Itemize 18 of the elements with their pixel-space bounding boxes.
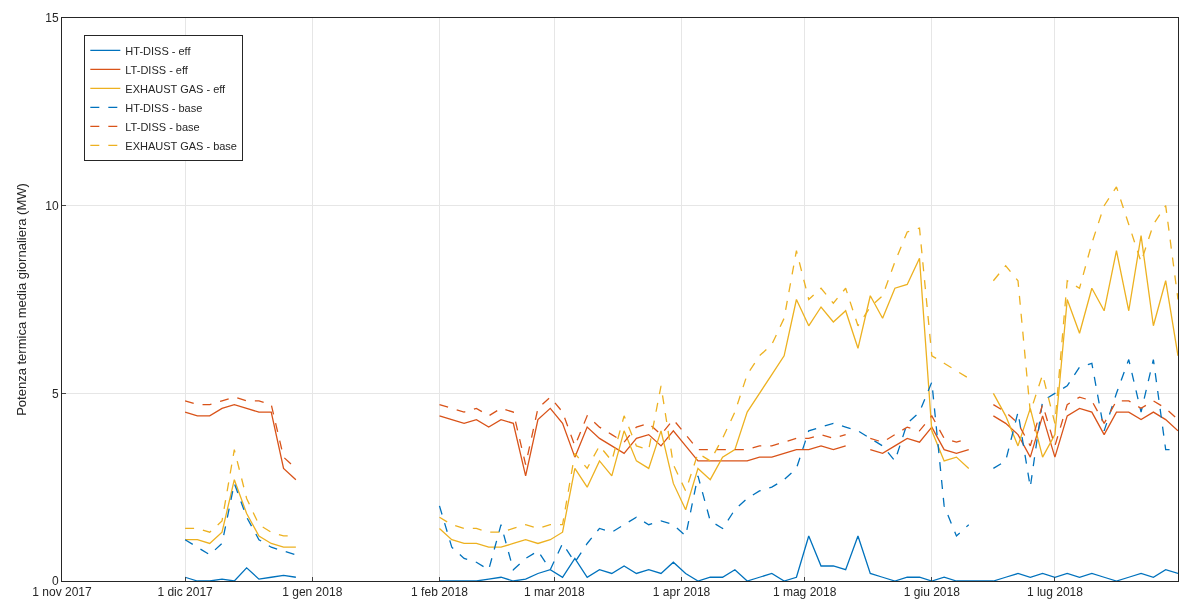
- x-tick-label: 1 mag 2018: [772, 585, 837, 600]
- x-tick-label: 1 gen 2018: [282, 585, 343, 600]
- x-tick-label: 1 mar 2018: [524, 585, 586, 600]
- legend-label: HT-DISS - eff: [125, 44, 192, 57]
- x-tick-label: 1 feb 2018: [411, 585, 469, 600]
- y-tick-label: 15: [45, 11, 59, 26]
- legend-label: EXHAUST GAS - eff: [125, 82, 227, 95]
- y-tick-label: 5: [51, 386, 59, 401]
- x-tick-label: 1 apr 2018: [652, 585, 711, 600]
- x-tick-label: 1 lug 2018: [1026, 585, 1084, 600]
- legend-label: LT-DISS - base: [125, 120, 200, 133]
- x-tick-label: 1 giu 2018: [903, 585, 961, 600]
- legend-label: LT-DISS - eff: [125, 63, 189, 76]
- y-tick-label: 10: [45, 198, 59, 213]
- y-axis-title: Potenza termica media giornaliera (MW): [14, 183, 29, 416]
- legend-label: EXHAUST GAS - base: [125, 139, 237, 152]
- x-tick-label: 1 dic 2017: [157, 585, 214, 600]
- legend-label: HT-DISS - base: [125, 101, 203, 114]
